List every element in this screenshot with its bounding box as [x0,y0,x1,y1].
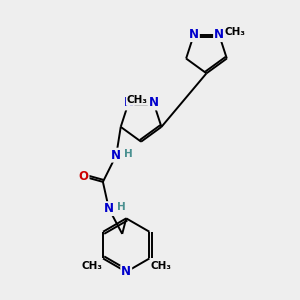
Text: N: N [189,28,199,41]
Text: N: N [149,97,159,110]
Text: CH₃: CH₃ [224,27,245,37]
Text: H: H [117,202,126,212]
Text: N: N [111,148,121,162]
Text: N: N [121,266,131,278]
Text: N: N [104,202,114,215]
Text: N: N [124,97,134,110]
Text: CH₃: CH₃ [127,95,148,105]
Text: N: N [214,28,224,41]
Text: CH₃: CH₃ [81,261,102,271]
Text: O: O [79,170,88,183]
Text: H: H [124,148,133,159]
Text: CH₃: CH₃ [150,261,171,271]
